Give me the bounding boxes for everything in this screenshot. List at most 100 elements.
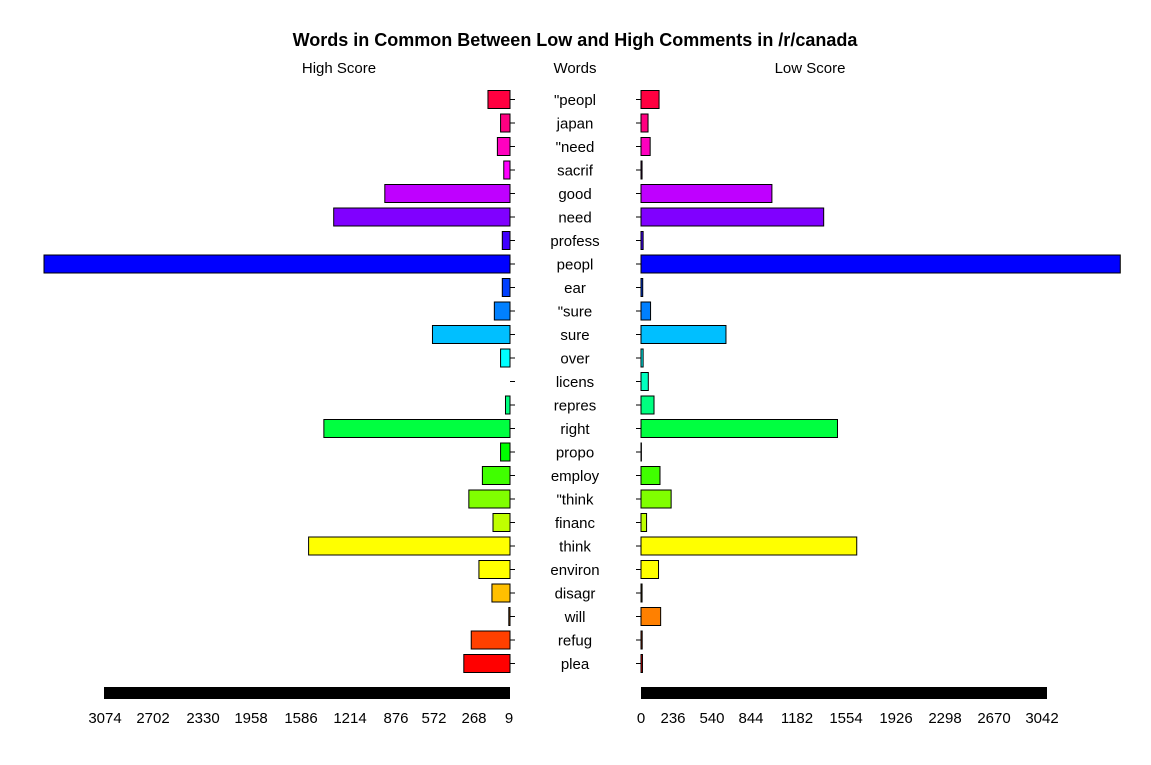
low-score-bar	[640, 137, 651, 156]
word-label: plea	[561, 656, 590, 673]
word-label: "think	[556, 492, 594, 509]
word-label: sure	[560, 327, 589, 344]
high-score-axis: 3074 2702 2330 1958 1586 1214 876 572 268 9	[88, 687, 513, 727]
word-label: right	[560, 421, 590, 438]
low-score-tick-label: 1554	[829, 710, 862, 727]
low-score-bar	[640, 466, 661, 485]
high-score-bar	[491, 583, 511, 603]
low-score-bar	[640, 372, 649, 391]
low-score-bar	[640, 560, 660, 579]
low-score-tick-label: 1926	[879, 710, 912, 727]
low-score-bar	[640, 90, 660, 109]
word-label: employ	[551, 468, 600, 485]
high-score-tick-label: 2330	[186, 710, 219, 727]
low-score-bar	[640, 207, 825, 227]
word-label: financ	[555, 515, 596, 532]
high-score-scale-bar	[104, 687, 510, 699]
low-score-scale-bar	[641, 687, 1047, 699]
high-score-bar	[384, 184, 511, 203]
word-label: "need	[556, 139, 595, 156]
low-score-bar	[640, 348, 644, 368]
high-score-bar	[500, 442, 511, 462]
high-score-bar	[496, 137, 511, 156]
high-score-tick-label: 1214	[333, 710, 366, 727]
low-score-bar	[640, 278, 644, 297]
word-labels: "peopl japan "need sacrif good need profess peo…	[550, 92, 599, 673]
high-score-bar	[504, 395, 511, 415]
word-label: profess	[550, 233, 599, 250]
high-score-bar	[481, 466, 511, 485]
low-score-bar	[640, 513, 648, 532]
low-score-tick-label: 844	[738, 710, 763, 727]
low-score-tick-label: 0	[637, 710, 645, 727]
low-score-bar	[640, 419, 838, 438]
left-header: High Score	[302, 60, 376, 77]
word-label: think	[559, 539, 591, 556]
word-label: disagr	[555, 586, 596, 603]
high-score-bar	[333, 207, 511, 227]
right-header: Low Score	[775, 60, 846, 77]
high-score-tick-label: 876	[383, 710, 408, 727]
low-score-bar	[640, 395, 655, 415]
low-score-bar	[640, 184, 773, 203]
low-score-bar	[640, 630, 643, 650]
word-label: good	[558, 186, 591, 203]
word-label: peopl	[557, 257, 594, 274]
word-label: will	[564, 609, 586, 626]
high-score-bar	[500, 113, 511, 133]
low-score-tick-label: 1182	[781, 710, 813, 727]
high-score-bar	[43, 254, 511, 274]
high-score-tick-label: 9	[505, 710, 513, 727]
high-score-bar	[308, 536, 511, 556]
word-label: refug	[558, 633, 592, 650]
low-score-bar	[640, 160, 643, 180]
center-header: Words	[553, 60, 596, 77]
chart-title: Words in Common Between Low and High Com…	[293, 30, 859, 50]
high-score-bar	[487, 90, 511, 109]
low-score-bar	[640, 583, 643, 603]
high-score-tick-label: 572	[421, 710, 446, 727]
high-score-tick-label: 1586	[284, 710, 317, 727]
low-score-tick-label: 2298	[928, 710, 961, 727]
low-score-bar	[640, 536, 858, 556]
low-score-bar	[640, 301, 652, 321]
word-label: repres	[554, 398, 597, 415]
high-score-bar	[501, 231, 511, 250]
low-score-bar	[640, 489, 672, 509]
high-score-tick-label: 3074	[88, 710, 121, 727]
low-score-bar	[640, 654, 643, 673]
low-score-bar	[640, 231, 644, 250]
high-score-bar	[470, 630, 511, 650]
high-score-tick-label: 268	[461, 710, 486, 727]
low-score-bars	[636, 90, 1121, 673]
word-label: ear	[564, 280, 586, 297]
high-score-tick-label: 2702	[136, 710, 169, 727]
high-score-bar	[500, 348, 511, 368]
low-score-bar	[640, 113, 649, 133]
word-label: over	[560, 351, 589, 368]
high-score-bar	[431, 325, 511, 344]
word-label: need	[558, 210, 591, 227]
high-score-bars	[43, 90, 515, 673]
high-score-bar	[503, 160, 511, 180]
high-score-bar	[508, 607, 511, 626]
low-score-bar	[640, 325, 727, 344]
low-score-tick-label: 2670	[977, 710, 1010, 727]
word-label: japan	[556, 116, 594, 133]
low-score-bar	[640, 254, 1121, 274]
high-score-bar	[492, 513, 511, 532]
word-label: sacrif	[557, 163, 594, 180]
high-score-bar	[478, 560, 511, 579]
low-score-tick-label: 236	[660, 710, 685, 727]
word-label: "sure	[558, 304, 593, 321]
high-score-bar	[493, 301, 511, 321]
word-label: licens	[556, 374, 594, 391]
high-score-bar	[323, 419, 511, 438]
low-score-axis: 0 236 540 844 1182 1554 1926 2298 2670 3042	[637, 687, 1059, 727]
high-score-bar	[501, 278, 511, 297]
high-score-bar	[463, 654, 511, 673]
low-score-tick-label: 540	[699, 710, 724, 727]
low-score-bar	[640, 607, 662, 626]
high-score-bar	[468, 489, 511, 509]
